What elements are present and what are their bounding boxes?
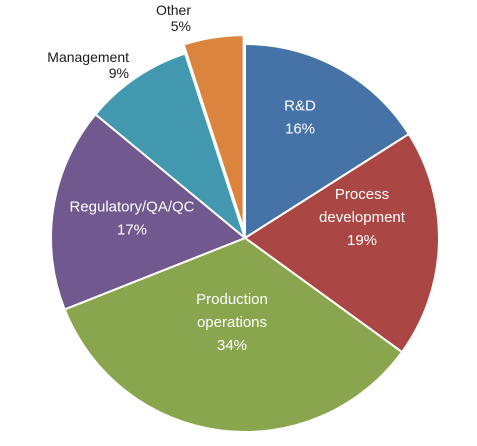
- slice-value-other: 5%: [171, 18, 191, 34]
- slice-label-production-operations: Production operations 34%: [196, 291, 268, 354]
- slice-name-management: Management: [47, 49, 129, 65]
- slice-label-other: Other 5%: [156, 2, 191, 34]
- pie-slice-management: [94, 52, 246, 239]
- slice-name-production-operations: Production: [196, 291, 268, 308]
- slice-label-regulatory-qa-qc: Regulatory/QA/QC 17%: [69, 199, 194, 239]
- slice-name-process-development: development: [319, 209, 406, 226]
- slice-value-r-d: 16%: [285, 121, 315, 138]
- slice-value-management: 9%: [109, 65, 129, 81]
- slice-name-production-operations: operations: [197, 314, 267, 331]
- slice-name-process-development: Process: [335, 186, 389, 203]
- pie-labels: R&D 16% Process development 19% Production ope…: [47, 2, 405, 354]
- pie-slice-process-development: [244, 133, 440, 354]
- slice-label-process-development: Process development 19%: [319, 186, 406, 249]
- pie-slices: [50, 34, 440, 433]
- slice-name-r-d: R&D: [284, 98, 316, 115]
- slice-label-r-d: R&D 16%: [284, 98, 316, 138]
- slice-value-production-operations: 34%: [217, 337, 247, 354]
- slice-label-management: Management 9%: [47, 49, 129, 81]
- slice-value-process-development: 19%: [347, 232, 377, 249]
- slice-name-regulatory-qa-qc: Regulatory/QA/QC: [69, 199, 194, 216]
- slice-name-other: Other: [156, 2, 191, 18]
- pie-slice-production-operations: [63, 237, 403, 433]
- pie-slice-other: [182, 34, 245, 231]
- pie-slice-regulatory-qa-qc: [50, 113, 246, 311]
- pie-slice-r-d: [244, 43, 410, 239]
- slice-value-regulatory-qa-qc: 17%: [117, 222, 147, 239]
